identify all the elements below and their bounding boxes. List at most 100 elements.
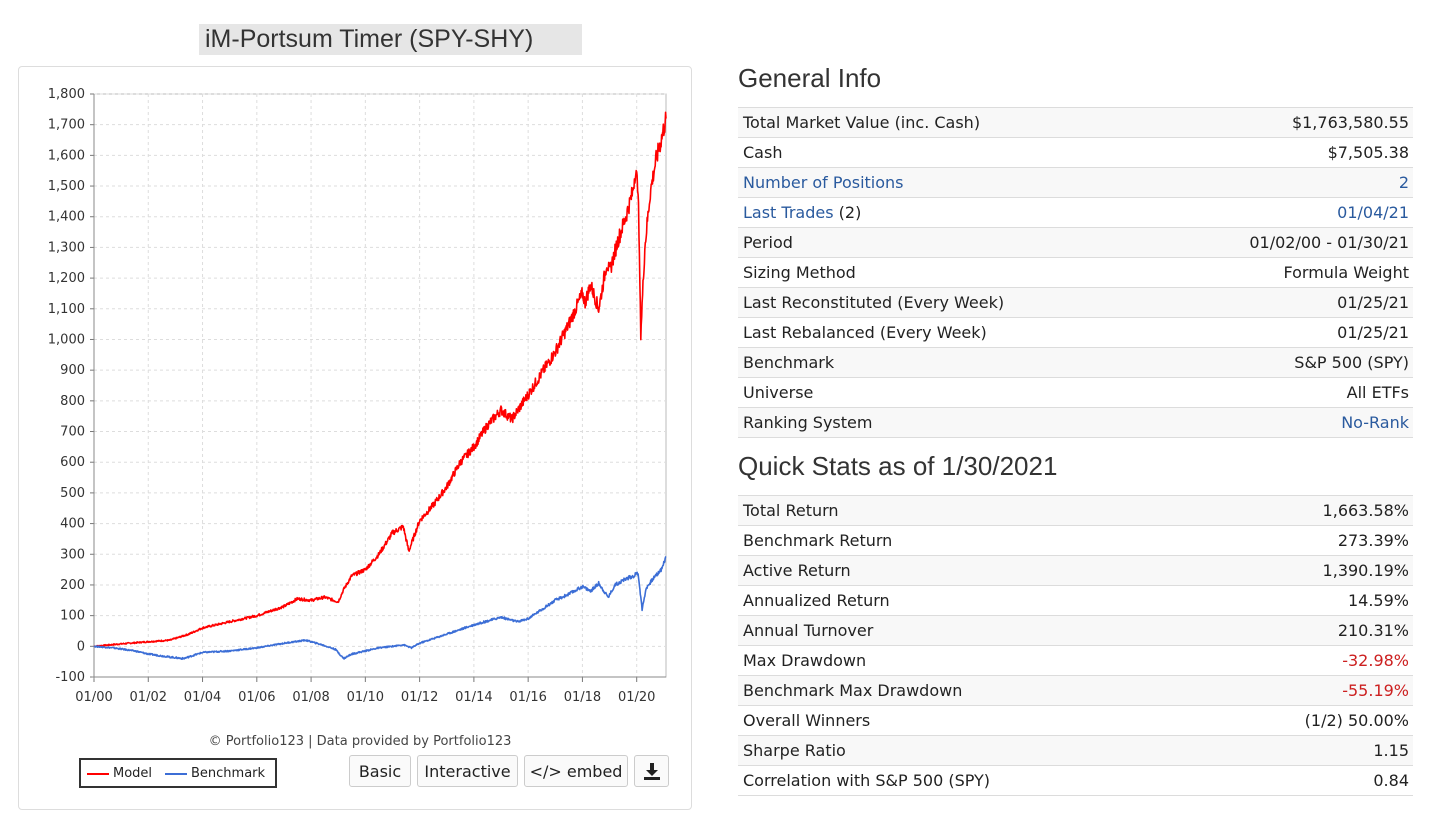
general-info-value: 01/25/21	[1337, 293, 1409, 312]
y-tick-label: 1,400	[48, 210, 85, 225]
general-info-label-cell: Universe	[738, 377, 1154, 408]
quick-stats-row: Sharpe Ratio 1.15	[738, 735, 1413, 766]
general-info-label: Ranking System	[743, 413, 873, 432]
general-info-label[interactable]: Last Trades	[743, 203, 834, 222]
quick-stats-value-cell: -55.19%	[1205, 675, 1413, 706]
general-info-row: Last Trades (2) 01/04/21	[738, 197, 1413, 228]
x-tick-label: 01/10	[347, 690, 384, 705]
plot-area	[93, 93, 667, 678]
legend-label-model: Model	[113, 766, 153, 781]
y-tick-label: 700	[60, 425, 85, 440]
quick-stats-row: Correlation with S&P 500 (SPY) 0.84	[738, 765, 1413, 796]
quick-stats-value: 1.15	[1373, 741, 1409, 760]
quick-stats-value: 1,390.19%	[1322, 561, 1409, 580]
y-tick-label: 1,300	[48, 240, 85, 255]
general-info-label-cell: Total Market Value (inc. Cash)	[738, 107, 1154, 138]
general-info-value[interactable]: 2	[1398, 173, 1409, 192]
y-tick-label: 600	[60, 455, 85, 470]
quick-stats-row: Active Return 1,390.19%	[738, 555, 1413, 586]
chart-panel: -100 0 100 200 300 400 500 600 700 800 900 1,000 1,1…	[18, 66, 692, 810]
y-tick-label: 100	[60, 609, 85, 624]
x-tick-label: 01/08	[292, 690, 329, 705]
quick-stats-row: Annualized Return 14.59%	[738, 585, 1413, 616]
general-info-row: Last Reconstituted (Every Week) 01/25/21	[738, 287, 1413, 318]
general-info-label[interactable]: Number of Positions	[743, 173, 904, 192]
general-info-row: Period 01/02/00 - 01/30/21	[738, 227, 1413, 258]
y-tick-label: -100	[55, 670, 85, 685]
quick-stats-value-cell: 1.15	[1205, 735, 1413, 766]
general-info-value: $1,763,580.55	[1291, 113, 1409, 132]
general-info-row: Number of Positions 2	[738, 167, 1413, 198]
y-tick-label: 1,000	[48, 332, 85, 347]
general-info-value-cell: No-Rank	[1153, 407, 1413, 438]
general-info-value[interactable]: 01/04/21	[1337, 203, 1409, 222]
x-tick-label: 01/18	[564, 690, 601, 705]
general-info-label: Universe	[743, 383, 814, 402]
quick-stats-value: 210.31%	[1337, 621, 1409, 640]
y-tick-label: 500	[60, 486, 85, 501]
general-info-value-cell: 2	[1153, 167, 1413, 198]
basic-button[interactable]: Basic	[349, 755, 411, 787]
quick-stats-label-cell: Annual Turnover	[738, 615, 1206, 646]
quick-stats-label-cell: Benchmark Max Drawdown	[738, 675, 1206, 706]
general-info-value: 01/25/21	[1337, 323, 1409, 342]
download-icon	[643, 763, 660, 780]
quick-stats-value-cell: 1,663.58%	[1205, 495, 1413, 526]
general-info-row: Universe All ETFs	[738, 377, 1413, 408]
general-info-label-cell: Number of Positions	[738, 167, 1154, 198]
quick-stats-label: Benchmark Return	[743, 531, 893, 550]
general-info-value: Formula Weight	[1283, 263, 1409, 282]
quick-stats-label-cell: Sharpe Ratio	[738, 735, 1206, 766]
general-info-value-cell: 01/02/00 - 01/30/21	[1153, 227, 1413, 258]
general-info-row: Total Market Value (inc. Cash) $1,763,580…	[738, 107, 1413, 138]
general-info-title: General Info	[738, 63, 882, 93]
y-tick-label: 800	[60, 394, 85, 409]
general-info-label-cell: Sizing Method	[738, 257, 1154, 288]
legend-swatch-benchmark	[165, 772, 187, 775]
general-info-value-cell: S&P 500 (SPY)	[1153, 347, 1413, 378]
quick-stats-value: -32.98%	[1342, 651, 1409, 670]
embed-button[interactable]: </> embed	[524, 755, 628, 787]
quick-stats-label-cell: Benchmark Return	[738, 525, 1206, 556]
quick-stats-label: Active Return	[743, 561, 851, 580]
quick-stats-label-cell: Max Drawdown	[738, 645, 1206, 676]
quick-stats-label: Annualized Return	[743, 591, 890, 610]
general-info-label: Benchmark	[743, 353, 835, 372]
quick-stats-label: Benchmark Max Drawdown	[743, 681, 963, 700]
x-tick-label: 01/02	[130, 690, 167, 705]
general-info-value-cell: $7,505.38	[1153, 137, 1413, 168]
series-line-benchmark	[93, 556, 667, 661]
general-info-value-cell: 01/25/21	[1153, 317, 1413, 348]
quick-stats-row: Benchmark Max Drawdown -55.19%	[738, 675, 1413, 706]
quick-stats-row: Annual Turnover 210.31%	[738, 615, 1413, 646]
chart-title: iM-Portsum Timer (SPY-SHY)	[199, 24, 582, 55]
series-line-model	[93, 111, 667, 648]
quick-stats-value-cell: 1,390.19%	[1205, 555, 1413, 586]
general-info-label: Last Rebalanced (Every Week)	[743, 323, 987, 342]
general-info-value-cell: $1,763,580.55	[1153, 107, 1413, 138]
download-button[interactable]	[634, 755, 669, 787]
quick-stats-value-cell: 0.84	[1205, 765, 1413, 796]
general-info-value[interactable]: No-Rank	[1341, 413, 1409, 432]
chart-legend: Model Benchmark	[79, 758, 277, 788]
y-tick-label: 1,200	[48, 271, 85, 286]
x-tick-label: 01/00	[75, 690, 112, 705]
general-info-label-cell: Last Trades (2)	[738, 197, 1154, 228]
general-info-label-cell: Last Rebalanced (Every Week)	[738, 317, 1154, 348]
x-tick-label: 01/12	[401, 690, 438, 705]
general-info-value-cell: 01/04/21	[1153, 197, 1413, 228]
general-info-value-cell: Formula Weight	[1153, 257, 1413, 288]
general-info-row: Ranking System No-Rank	[738, 407, 1413, 438]
y-tick-label: 1,100	[48, 302, 85, 317]
quick-stats-label-cell: Active Return	[738, 555, 1206, 586]
quick-stats-label: Sharpe Ratio	[743, 741, 846, 760]
interactive-button[interactable]: Interactive	[417, 755, 518, 787]
quick-stats-row: Overall Winners (1/2) 50.00%	[738, 705, 1413, 736]
quick-stats-label: Correlation with S&P 500 (SPY)	[743, 771, 991, 790]
quick-stats-value: 273.39%	[1337, 531, 1409, 550]
general-info-label-cell: Benchmark	[738, 347, 1154, 378]
legend-label-benchmark: Benchmark	[191, 766, 266, 781]
general-info-label-suffix: (2)	[833, 203, 862, 222]
x-tick-label: 01/14	[455, 690, 492, 705]
general-info-label: Last Reconstituted (Every Week)	[743, 293, 1005, 312]
